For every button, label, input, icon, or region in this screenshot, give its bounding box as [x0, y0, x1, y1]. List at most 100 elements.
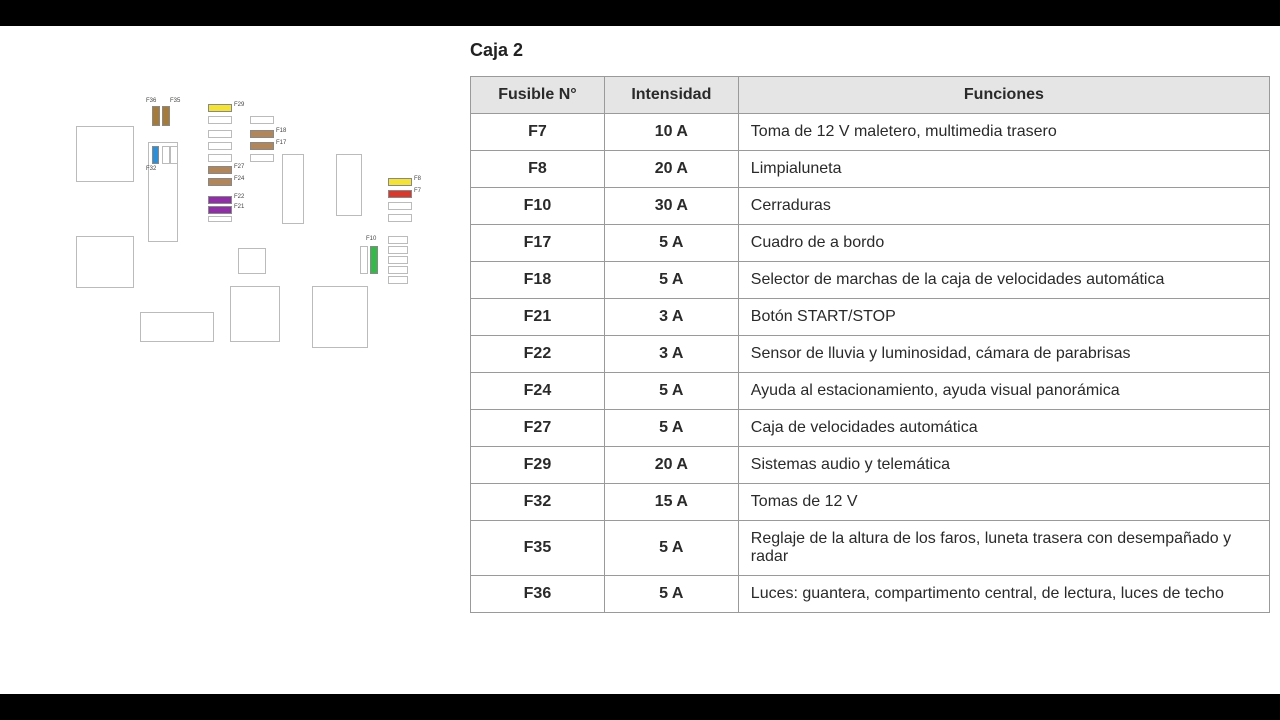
- cell-func: Tomas de 12 V: [738, 484, 1269, 521]
- cell-amp: 15 A: [604, 484, 738, 521]
- diagram-slot: [162, 146, 170, 164]
- cell-func: Sistemas audio y telemática: [738, 447, 1269, 484]
- cell-func: Cerraduras: [738, 188, 1269, 225]
- diagram-box: [282, 154, 304, 224]
- cell-amp: 3 A: [604, 299, 738, 336]
- cell-amp: 5 A: [604, 576, 738, 613]
- diagram-fuse-label: F24: [234, 176, 244, 182]
- table-row: F820 ALimpialuneta: [471, 151, 1270, 188]
- cell-amp: 5 A: [604, 262, 738, 299]
- cell-fuse: F10: [471, 188, 605, 225]
- table-row: F355 AReglaje de la altura de los faros,…: [471, 521, 1270, 576]
- diagram-fuse-label: F21: [234, 204, 244, 210]
- table-header-row: Fusible N° Intensidad Funciones: [471, 77, 1270, 114]
- cell-amp: 30 A: [604, 188, 738, 225]
- diagram-fuse: [370, 246, 378, 274]
- diagram-slot: [388, 202, 412, 210]
- diagram-slot: [208, 116, 232, 124]
- table-row: F245 AAyuda al estacionamiento, ayuda vi…: [471, 373, 1270, 410]
- diagram-fuse: [208, 104, 232, 112]
- diagram-fuse-label: F35: [170, 98, 180, 104]
- table-row: F3215 ATomas de 12 V: [471, 484, 1270, 521]
- diagram-fuse: [208, 166, 232, 174]
- diagram-fuse-label: F22: [234, 194, 244, 200]
- table-row: F2920 ASistemas audio y telemática: [471, 447, 1270, 484]
- cell-fuse: F24: [471, 373, 605, 410]
- diagram-fuse: [152, 146, 159, 164]
- cell-func: Toma de 12 V maletero, multimedia traser…: [738, 114, 1269, 151]
- cell-fuse: F17: [471, 225, 605, 262]
- diagram-fuse: [152, 106, 160, 126]
- cell-fuse: F22: [471, 336, 605, 373]
- diagram-slot: [208, 216, 232, 222]
- diagram-box: [230, 286, 280, 342]
- cell-fuse: F7: [471, 114, 605, 151]
- diagram-slot: [208, 142, 232, 150]
- table-row: F185 ASelector de marchas de la caja de …: [471, 262, 1270, 299]
- cell-fuse: F29: [471, 447, 605, 484]
- diagram-fuse-label: F18: [276, 128, 286, 134]
- table-row: F223 ASensor de lluvia y luminosidad, cá…: [471, 336, 1270, 373]
- cell-fuse: F32: [471, 484, 605, 521]
- diagram-slot: [388, 256, 408, 264]
- cell-amp: 10 A: [604, 114, 738, 151]
- header-amp: Intensidad: [604, 77, 738, 114]
- diagram-fuse: [250, 142, 274, 150]
- cell-amp: 3 A: [604, 336, 738, 373]
- table-row: F365 ALuces: guantera, compartimento cen…: [471, 576, 1270, 613]
- cell-amp: 5 A: [604, 521, 738, 576]
- diagram-fuse: [250, 130, 274, 138]
- diagram-slot: [170, 146, 178, 164]
- fuse-table: Fusible N° Intensidad Funciones F710 ATo…: [470, 76, 1270, 613]
- page-content: Caja 2 F36F35F32F29F18F17F27F24F22F21F8F…: [0, 26, 1280, 694]
- fuse-box-diagram: F36 F35 F32 F29 F18 F17 F27 F24 F22 F21 F8 F7 F10: [70, 98, 430, 358]
- diagram-slot: [360, 246, 368, 274]
- diagram-fuse-label: F17: [276, 140, 286, 146]
- diagram-fuse-label: F7: [414, 188, 421, 194]
- diagram-fuse: [388, 178, 412, 186]
- cell-amp: 5 A: [604, 410, 738, 447]
- header-fuse: Fusible N°: [471, 77, 605, 114]
- cell-func: Selector de marchas de la caja de veloci…: [738, 262, 1269, 299]
- cell-func: Sensor de lluvia y luminosidad, cámara d…: [738, 336, 1269, 373]
- cell-func: Cuadro de a bordo: [738, 225, 1269, 262]
- section-title: Caja 2: [470, 40, 523, 61]
- table-row: F213 ABotón START/STOP: [471, 299, 1270, 336]
- diagram-fuse-label: F8: [414, 176, 421, 182]
- cell-func: Luces: guantera, compartimento central, …: [738, 576, 1269, 613]
- cell-amp: 20 A: [604, 447, 738, 484]
- cell-func: Botón START/STOP: [738, 299, 1269, 336]
- cell-fuse: F36: [471, 576, 605, 613]
- diagram-fuse-label: F10: [366, 236, 376, 242]
- table-row: F1030 ACerraduras: [471, 188, 1270, 225]
- diagram-box: [312, 286, 368, 348]
- table-row: F175 ACuadro de a bordo: [471, 225, 1270, 262]
- cell-amp: 5 A: [604, 225, 738, 262]
- diagram-fuse: [208, 178, 232, 186]
- diagram-slot: [388, 246, 408, 254]
- diagram-box: [140, 312, 214, 342]
- table-row: F275 ACaja de velocidades automática: [471, 410, 1270, 447]
- diagram-slot: [208, 130, 232, 138]
- cell-func: Caja de velocidades automática: [738, 410, 1269, 447]
- diagram-slot: [250, 154, 274, 162]
- cell-amp: 5 A: [604, 373, 738, 410]
- cell-fuse: F27: [471, 410, 605, 447]
- diagram-fuse: [208, 206, 232, 214]
- header-func: Funciones: [738, 77, 1269, 114]
- cell-fuse: F21: [471, 299, 605, 336]
- diagram-box: [336, 154, 362, 216]
- cell-func: Reglaje de la altura de los faros, lunet…: [738, 521, 1269, 576]
- diagram-fuse-label: F29: [234, 102, 244, 108]
- diagram-slot: [388, 266, 408, 274]
- diagram-slot: [388, 236, 408, 244]
- diagram-fuse-label: F32: [146, 166, 156, 172]
- diagram-slot: [208, 154, 232, 162]
- diagram-slot: [388, 276, 408, 284]
- diagram-fuse-label: F36: [146, 98, 156, 104]
- diagram-fuse-label: F27: [234, 164, 244, 170]
- cell-amp: 20 A: [604, 151, 738, 188]
- table-row: F710 AToma de 12 V maletero, multimedia …: [471, 114, 1270, 151]
- cell-func: Limpialuneta: [738, 151, 1269, 188]
- cell-fuse: F35: [471, 521, 605, 576]
